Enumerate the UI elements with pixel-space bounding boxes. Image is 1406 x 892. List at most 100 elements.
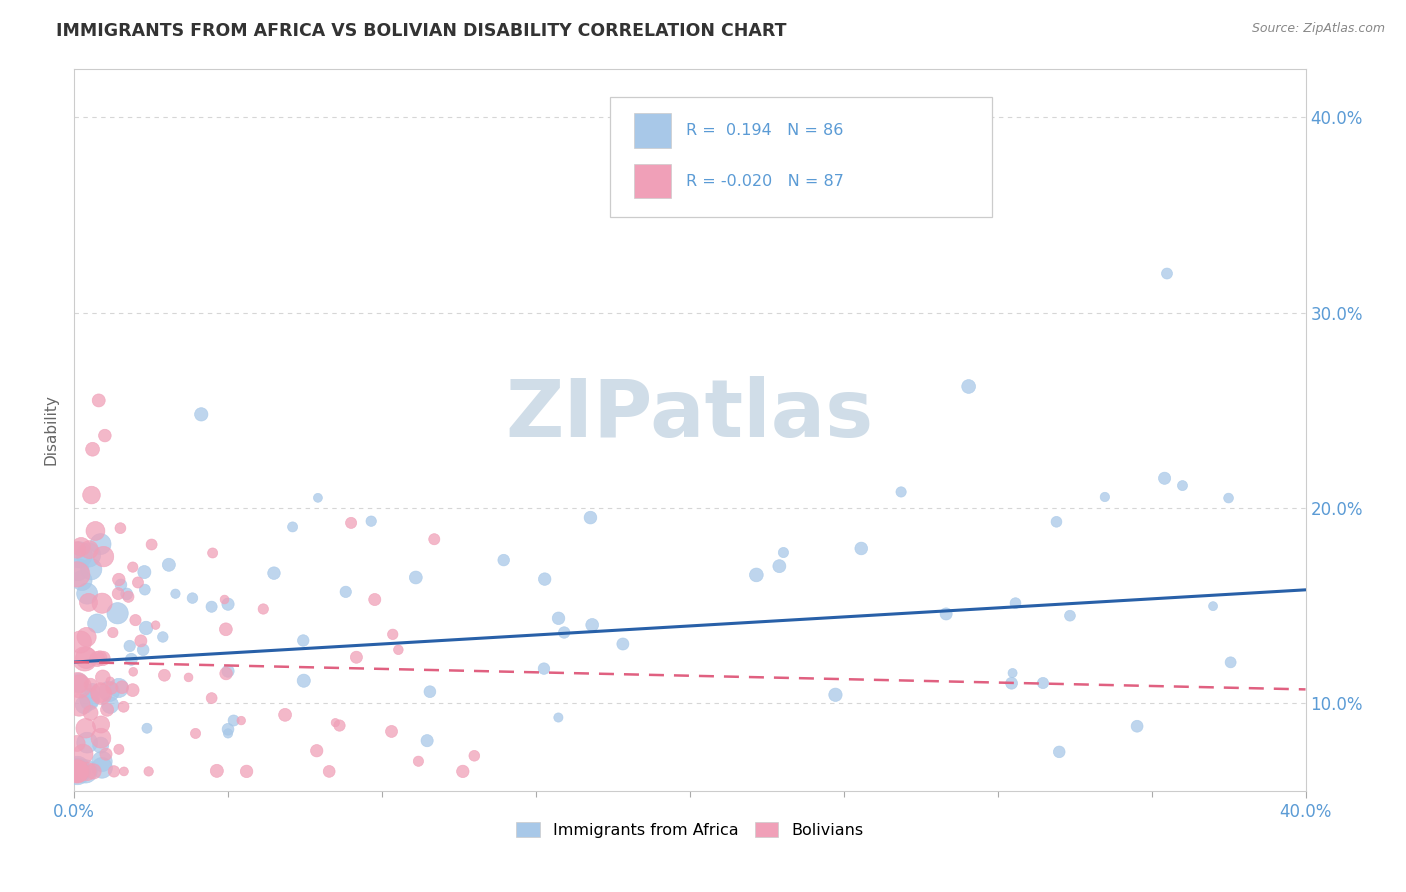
Point (79, 542, 101, 557)
Point (381, 627, 404, 641)
Point (69, 635, 91, 649)
Point (79, 694, 101, 708)
Point (200, 599, 222, 614)
Point (100, 681, 122, 695)
Point (214, 592, 236, 607)
Point (307, 491, 329, 505)
FancyBboxPatch shape (634, 164, 671, 198)
Point (423, 533, 446, 547)
Point (1032, 676, 1054, 690)
Point (935, 607, 957, 621)
Point (82, 442, 104, 457)
Point (121, 560, 143, 574)
Point (129, 634, 152, 648)
Point (957, 379, 980, 393)
Text: Source: ZipAtlas.com: Source: ZipAtlas.com (1251, 22, 1385, 36)
Point (66, 543, 89, 558)
Point (201, 691, 224, 706)
Point (364, 592, 387, 607)
Text: ZIPatlas: ZIPatlas (506, 376, 875, 454)
Point (91, 755, 114, 769)
Point (217, 723, 239, 737)
Point (107, 586, 129, 600)
Point (80, 562, 103, 576)
Point (127, 575, 149, 590)
Point (768, 559, 790, 574)
Point (201, 546, 224, 560)
Point (91, 670, 114, 684)
Point (83, 764, 105, 779)
Point (87, 393, 110, 408)
Point (82, 684, 104, 698)
Point (73, 652, 96, 666)
Point (851, 541, 873, 556)
Point (67, 676, 90, 690)
Point (165, 587, 187, 601)
Point (451, 764, 474, 779)
Point (73, 698, 96, 712)
Point (1094, 490, 1116, 504)
Point (579, 510, 602, 524)
Point (112, 699, 135, 714)
Point (263, 566, 285, 581)
Point (1202, 599, 1225, 614)
Point (492, 553, 515, 567)
Point (153, 668, 176, 682)
FancyBboxPatch shape (610, 97, 991, 217)
Point (325, 715, 347, 730)
Point (547, 611, 569, 625)
Point (132, 642, 155, 657)
Point (772, 545, 794, 559)
Point (547, 710, 569, 724)
Point (66, 764, 89, 779)
Point (344, 650, 367, 665)
Point (66, 736, 89, 750)
Point (405, 570, 427, 584)
Point (66, 567, 89, 582)
Point (145, 618, 167, 632)
Point (96, 703, 118, 717)
Point (98, 698, 121, 712)
Point (76, 587, 98, 601)
Point (408, 754, 430, 768)
Point (80, 488, 103, 502)
Point (98, 674, 121, 689)
Point (90, 687, 112, 701)
Point (1219, 656, 1241, 670)
Point (553, 625, 575, 640)
Point (134, 565, 156, 579)
Point (1000, 676, 1022, 690)
Point (1045, 515, 1067, 529)
Point (72, 747, 94, 761)
Point (181, 591, 204, 606)
FancyBboxPatch shape (634, 113, 671, 148)
Point (134, 582, 156, 597)
Point (90, 717, 112, 731)
Point (122, 665, 145, 679)
Point (1156, 267, 1178, 281)
Point (118, 639, 141, 653)
Point (108, 742, 131, 756)
Point (231, 714, 253, 728)
Point (107, 681, 129, 695)
Point (117, 590, 139, 604)
Point (217, 597, 239, 611)
Point (157, 558, 180, 572)
Point (90, 731, 112, 746)
Point (112, 764, 135, 779)
Point (419, 684, 441, 698)
Point (1218, 491, 1240, 505)
Point (110, 578, 132, 592)
Point (215, 622, 238, 636)
Point (115, 587, 138, 601)
Point (108, 573, 131, 587)
Point (1047, 745, 1070, 759)
Point (75, 721, 97, 735)
Point (305, 744, 328, 758)
Point (124, 613, 146, 627)
Point (70, 574, 93, 588)
Point (533, 662, 555, 676)
Text: R = -0.020   N = 87: R = -0.020 N = 87 (686, 174, 844, 188)
Point (66, 563, 89, 577)
Point (86, 652, 108, 666)
